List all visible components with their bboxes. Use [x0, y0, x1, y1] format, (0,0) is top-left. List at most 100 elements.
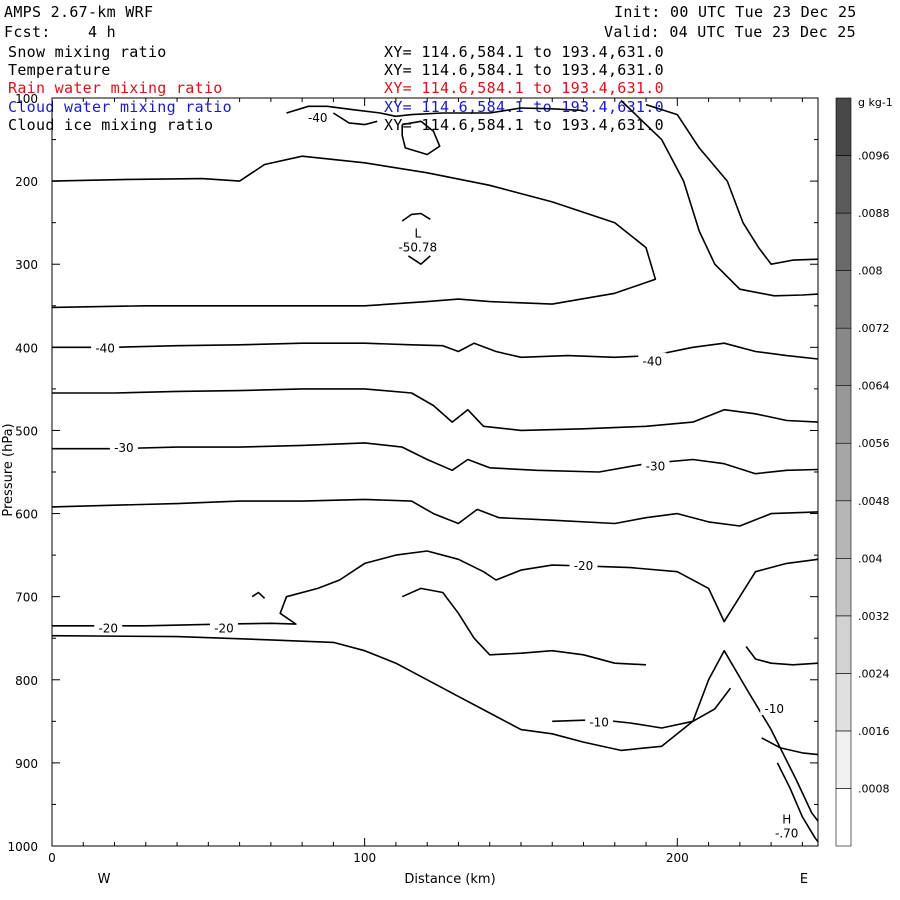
- y-tick-label: 1000: [7, 840, 38, 854]
- contour-label: -40: [95, 341, 115, 355]
- field-name: Cloud ice mixing ratio: [8, 115, 214, 134]
- colorbar-level-label: .0024: [858, 667, 890, 680]
- y-tick-label: 400: [15, 341, 38, 355]
- colorbar-level-label: .0016: [858, 725, 890, 738]
- contour-label-bg: [638, 352, 667, 368]
- colorbar-swatch: [835, 500, 852, 559]
- contour-label-bg: [209, 619, 238, 635]
- colorbar-level-label: .0032: [858, 610, 890, 623]
- contour-label: -40: [308, 111, 328, 125]
- colorbar-level-label: .0056: [858, 437, 890, 450]
- field-name: Snow mixing ratio: [8, 43, 167, 61]
- x-tick-label: 0: [48, 851, 56, 865]
- colorbar-level-label: .0088: [858, 207, 890, 220]
- extremum-value: -50.78: [398, 241, 437, 255]
- colorbar-swatch: [835, 385, 852, 444]
- field-name: Temperature: [8, 61, 111, 80]
- temperature-contour: [401, 120, 441, 156]
- temperature-contour: [407, 255, 431, 265]
- contour-label-bg: [91, 339, 120, 355]
- temperature-contour: [52, 342, 819, 360]
- colorbar-swatch: [835, 442, 852, 502]
- colorbar-level-label: .004: [858, 552, 883, 565]
- contour-label-bg: [569, 557, 598, 573]
- field-xy: XY= 114.6,584.1 to 193.4,631.0: [384, 97, 664, 116]
- contour-label-bg: [760, 700, 789, 716]
- field-name: Rain water mixing ratio: [8, 79, 223, 98]
- temperature-contour: [51, 498, 819, 527]
- y-tick-label: 900: [15, 757, 38, 771]
- contour-label: -20: [214, 621, 234, 635]
- colorbar-level-label: .0064: [858, 380, 890, 393]
- colorbar-level-label: .0048: [858, 495, 890, 508]
- contour-label-bg: [109, 439, 138, 455]
- colorbar-swatch: [835, 730, 852, 789]
- x-axis-label: Distance (km): [404, 872, 495, 887]
- x-tick-label: 200: [666, 851, 689, 865]
- y-tick-label: 500: [15, 424, 38, 438]
- y-tick-label: 800: [15, 674, 38, 688]
- contour-label-bg: [585, 713, 614, 729]
- field-xy: XY= 114.6,584.1 to 193.4,631.0: [384, 43, 664, 61]
- temperature-contour: [745, 646, 819, 666]
- contour-label-bg: [641, 457, 670, 473]
- colorbar-level-label: .0008: [858, 782, 890, 795]
- contour-label: -20: [98, 621, 118, 635]
- contour-label-bg: [94, 619, 123, 635]
- y-tick-label: 300: [15, 258, 38, 272]
- colorbar-level-label: .0096: [858, 150, 890, 163]
- contour-label: -10: [589, 715, 609, 729]
- temperature-contour: [401, 587, 647, 666]
- colorbar-swatch: [835, 270, 852, 329]
- valid-time: Valid: 04 UTC Tue 23 Dec 25: [604, 23, 856, 41]
- temperature-contour: [620, 99, 819, 297]
- temperature-contour: [286, 105, 584, 118]
- colorbar-swatch: [835, 558, 852, 617]
- temperature-contour: [776, 762, 819, 843]
- y-tick-label: 600: [15, 508, 38, 522]
- field-xy: XY= 114.6,584.1 to 193.4,631.0: [384, 115, 664, 134]
- fcst-value: 4 h: [88, 23, 116, 41]
- temperature-contour: [52, 550, 819, 627]
- colorbar-swatch: [835, 212, 852, 271]
- contour-label-bg: [303, 109, 332, 125]
- temperature-contour: [761, 737, 819, 756]
- contour-label: -30: [114, 441, 134, 455]
- field-xy: XY= 114.6,584.1 to 193.4,631.0: [384, 79, 664, 98]
- plot-frame: [51, 97, 819, 847]
- temperature-contour: [51, 155, 657, 309]
- x-end-label-west: W: [98, 872, 111, 887]
- y-tick-label: 200: [15, 175, 38, 189]
- field-xy: XY= 114.6,584.1 to 193.4,631.0: [384, 61, 664, 80]
- colorbar-level-label: .008: [858, 265, 883, 278]
- colorbar-swatch: [835, 788, 852, 847]
- model-title: AMPS 2.67-km WRF: [4, 3, 154, 21]
- colorbar-swatch: [835, 327, 852, 386]
- temperature-contour: [52, 442, 819, 475]
- extremum-value: -.70: [775, 827, 798, 841]
- temperature-contour: [51, 634, 819, 822]
- colorbar-level-label: .0072: [858, 322, 890, 335]
- init-time: Init: 00 UTC Tue 23 Dec 25: [614, 3, 857, 21]
- temperature-contour: [332, 112, 378, 126]
- field-name: Cloud water mixing ratio: [8, 97, 232, 116]
- colorbar-swatch: [835, 673, 852, 732]
- x-end-label-east: E: [800, 872, 808, 887]
- colorbar-swatch: [835, 615, 852, 674]
- extremum-type: H: [782, 813, 791, 827]
- contour-label: -30: [646, 459, 666, 473]
- x-tick-label: 100: [353, 851, 376, 865]
- contour-label: -20: [574, 559, 594, 573]
- colorbar-unit: g kg-1: [858, 96, 893, 109]
- colorbar-swatch: [835, 97, 852, 156]
- contour-label: -10: [764, 702, 784, 716]
- extremum-type: L: [414, 227, 421, 241]
- temperature-contour: [401, 212, 431, 222]
- y-axis-label: Pressure (hPa): [1, 423, 16, 516]
- colorbar-swatch: [835, 155, 852, 214]
- contour-label: -40: [642, 355, 662, 369]
- fcst-label: Fcst:: [4, 23, 51, 41]
- temperature-contour: [251, 591, 266, 599]
- temperature-contour: [645, 103, 819, 265]
